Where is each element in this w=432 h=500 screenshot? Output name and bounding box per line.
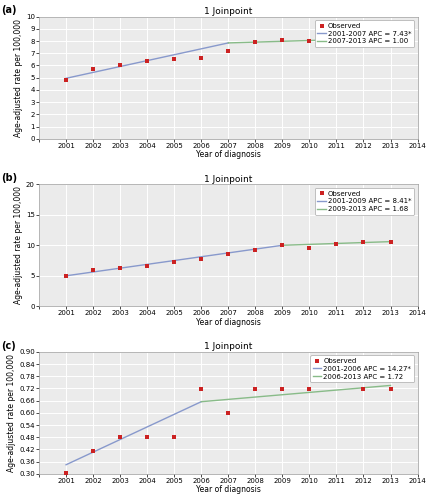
X-axis label: Year of diagnosis: Year of diagnosis (196, 150, 261, 160)
Title: 1 Joinpoint: 1 Joinpoint (204, 342, 252, 351)
X-axis label: Year of diagnosis: Year of diagnosis (196, 318, 261, 327)
Y-axis label: Age-adjusted rate per 100,000: Age-adjusted rate per 100,000 (14, 18, 23, 136)
Legend: Observed, 2001-2009 APC = 8.41*, 2009-2013 APC = 1.68: Observed, 2001-2009 APC = 8.41*, 2009-20… (314, 188, 414, 215)
Text: (a): (a) (1, 6, 17, 16)
Title: 1 Joinpoint: 1 Joinpoint (204, 174, 252, 184)
Text: (b): (b) (1, 173, 17, 183)
Text: (c): (c) (1, 340, 16, 350)
Legend: Observed, 2001-2006 APC = 14.27*, 2006-2013 APC = 1.72: Observed, 2001-2006 APC = 14.27*, 2006-2… (310, 356, 414, 382)
Title: 1 Joinpoint: 1 Joinpoint (204, 7, 252, 16)
Y-axis label: Age-adjusted rate per 100,000: Age-adjusted rate per 100,000 (7, 354, 16, 472)
X-axis label: Year of diagnosis: Year of diagnosis (196, 486, 261, 494)
Y-axis label: Age-adjusted rate per 100,000: Age-adjusted rate per 100,000 (14, 186, 23, 304)
Legend: Observed, 2001-2007 APC = 7.43*, 2007-2013 APC = 1.00: Observed, 2001-2007 APC = 7.43*, 2007-20… (314, 20, 414, 47)
